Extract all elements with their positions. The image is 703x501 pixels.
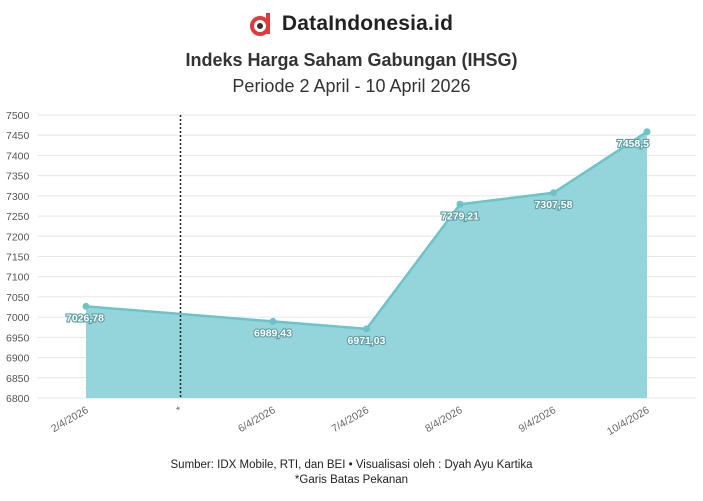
x-tick-label: 10/4/2026 bbox=[605, 404, 652, 438]
y-tick-label: 6850 bbox=[6, 373, 30, 385]
brand-name: DataIndonesia.id bbox=[281, 12, 454, 35]
data-label: 7307,58 bbox=[535, 199, 573, 211]
y-tick-label: 7350 bbox=[6, 171, 30, 183]
x-tick-label: 9/4/2026 bbox=[517, 404, 559, 435]
y-tick-label: 6950 bbox=[6, 332, 30, 344]
y-tick-label: 7200 bbox=[6, 231, 30, 243]
x-tick-label: 6/4/2026 bbox=[236, 404, 278, 435]
x-tick-label: * bbox=[174, 404, 184, 416]
data-label: 7026,78 bbox=[66, 312, 104, 324]
data-label: 7279,21 bbox=[441, 210, 479, 222]
data-point bbox=[269, 317, 277, 325]
chart-subtitle: Periode 2 April - 10 April 2026 bbox=[232, 76, 471, 96]
y-tick-label: 7450 bbox=[6, 130, 30, 142]
data-point bbox=[456, 200, 464, 208]
data-label: 6989,43 bbox=[254, 327, 292, 339]
brand-header: DataIndonesia.id bbox=[0, 12, 703, 36]
y-tick-label: 6800 bbox=[6, 393, 30, 405]
y-tick-label: 7000 bbox=[6, 312, 30, 324]
chart-footer: Sumber: IDX Mobile, RTI, dan BEI • Visua… bbox=[0, 458, 703, 488]
footnote: *Garis Batas Pekanan bbox=[294, 474, 409, 486]
data-point bbox=[550, 189, 557, 197]
data-point bbox=[363, 325, 370, 333]
y-tick-label: 7400 bbox=[6, 150, 30, 162]
y-tick-label: 7250 bbox=[6, 211, 30, 223]
x-tick-label: 7/4/2026 bbox=[330, 404, 372, 435]
x-tick-label: 8/4/2026 bbox=[423, 404, 465, 435]
series-line bbox=[85, 130, 648, 331]
data-point bbox=[82, 302, 90, 310]
dataindonesia-logo-icon bbox=[249, 13, 270, 36]
data-label: 7458,5 bbox=[617, 138, 649, 150]
y-tick-label: 7150 bbox=[6, 252, 30, 264]
y-tick-label: 7500 bbox=[6, 110, 30, 122]
series-area bbox=[86, 131, 647, 398]
y-tick-label: 7050 bbox=[6, 292, 30, 304]
y-tick-label: 7300 bbox=[6, 191, 30, 203]
y-tick-label: 7100 bbox=[6, 272, 30, 284]
x-tick-label: 2/4/2026 bbox=[49, 404, 91, 435]
chart-title: Indeks Harga Saham Gabungan (IHSG) bbox=[185, 50, 518, 70]
data-label: 6971,03 bbox=[348, 335, 386, 347]
data-point bbox=[643, 128, 651, 136]
y-tick-label: 6900 bbox=[6, 353, 30, 365]
source-credit: Sumber: IDX Mobile, RTI, dan BEI • Visua… bbox=[170, 459, 533, 471]
